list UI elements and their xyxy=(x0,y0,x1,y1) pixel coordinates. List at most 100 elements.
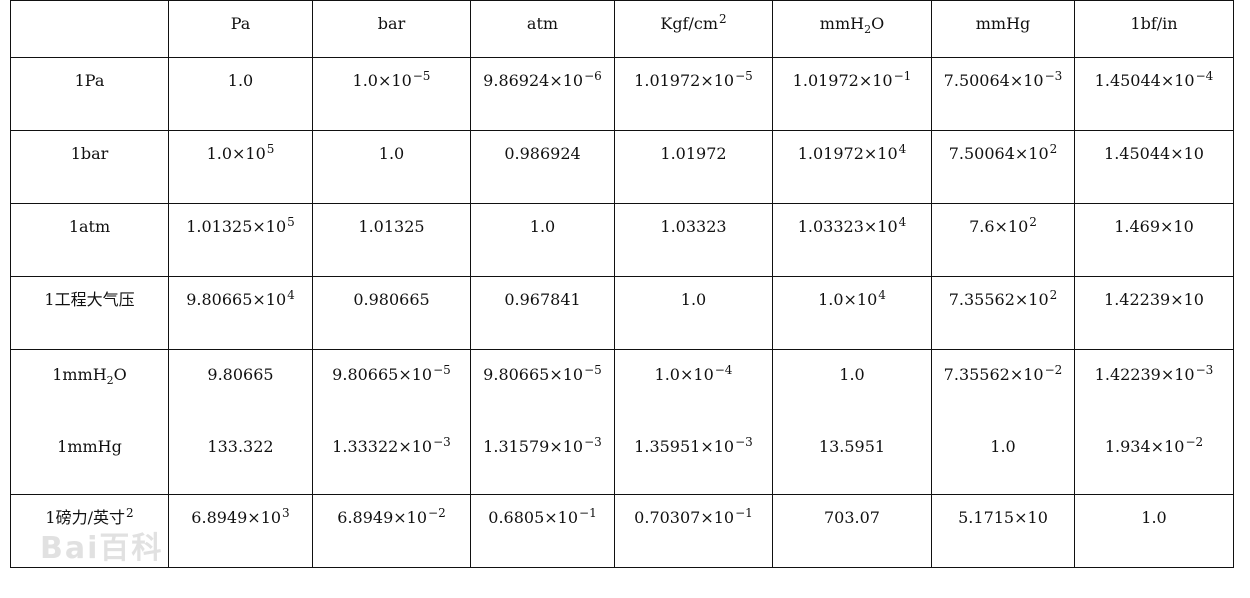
cell-text: 9.80665 xyxy=(169,363,312,387)
text: 9.86924×10 xyxy=(483,71,584,90)
text: 1atm xyxy=(68,217,111,236)
text: O xyxy=(113,365,127,384)
superscript: 4 xyxy=(287,288,295,302)
cell-text: 1.45044×10 xyxy=(1075,142,1233,166)
superscript: 2 xyxy=(719,12,727,26)
table-cell: 1.45044×10 xyxy=(1074,130,1234,204)
column-header: bar xyxy=(312,0,471,58)
superscript: 4 xyxy=(878,288,886,302)
text: 9.80665×10 xyxy=(483,365,584,384)
text: 0.986924 xyxy=(504,144,581,163)
cell-text: 1bar xyxy=(11,142,168,166)
superscript: −2 xyxy=(1044,363,1063,377)
text: 1.0 xyxy=(680,290,707,309)
superscript: −1 xyxy=(893,69,912,83)
text: 1.0 xyxy=(529,217,556,236)
text: 1mmH xyxy=(52,365,107,384)
cell-text: 1.0 xyxy=(313,142,470,166)
text: 1.0 xyxy=(839,365,865,384)
superscript: 2 xyxy=(125,506,134,520)
cell-text xyxy=(11,12,168,36)
table-cell: 0.70307×10−1 xyxy=(614,494,773,568)
superscript: −3 xyxy=(1195,363,1214,377)
cell-text: 1.01972 xyxy=(615,142,772,166)
text: 1.01972×10 xyxy=(792,71,893,90)
cell-text: 1.45044×10−4 xyxy=(1075,69,1233,93)
text: 1磅力/英寸 xyxy=(45,508,125,527)
text: 1.45044×10 xyxy=(1094,71,1195,90)
superscript: −2 xyxy=(1185,435,1204,449)
text: 9.80665 xyxy=(207,365,274,384)
superscript: −6 xyxy=(584,69,602,83)
cell-text: 1.33322×10−3 xyxy=(313,435,470,459)
subscript: 2 xyxy=(864,23,872,37)
table-cell: 0.6805×10−1 xyxy=(470,494,615,568)
column-header: atm xyxy=(470,0,615,58)
text: 703.07 xyxy=(824,508,880,527)
cell-text: 1.01325×105 xyxy=(169,215,312,239)
text: 1.01972×10 xyxy=(797,144,898,163)
cell-text: 1工程大气压 xyxy=(11,288,168,312)
text: 1.0 xyxy=(227,71,254,90)
cell-text: 1mmH2O xyxy=(11,363,168,387)
table-cell: 1.0×10−5 xyxy=(312,57,471,131)
table-cell: 1.0×104 xyxy=(772,276,932,350)
cell-text: 1mmHg xyxy=(11,435,168,459)
text: 13.5951 xyxy=(818,437,886,456)
cell-text: 1.01972×10−1 xyxy=(773,69,931,93)
cell-text: 13.5951 xyxy=(773,435,931,459)
cell-text: 9.86924×10−6 xyxy=(471,69,614,93)
text: 6.8949×10 xyxy=(191,508,282,527)
cell-text: 1.0×10−4 xyxy=(615,363,772,387)
text: 7.6×10 xyxy=(969,217,1029,236)
cell-text: 1.35951×10−3 xyxy=(615,435,772,459)
table-row: 1atm 1.01325×105 1.01325 1.0 1.03323 1.03323×… xyxy=(10,203,1234,277)
row-header: 1Pa xyxy=(10,57,169,131)
row-header: 1atm xyxy=(10,203,169,277)
cell-text: 1.0 xyxy=(1075,506,1233,530)
superscript: 3 xyxy=(282,506,290,520)
row-header: 1mmH2O 1mmHg xyxy=(10,349,169,495)
table-cell: 1.01972×10−1 xyxy=(772,57,932,131)
text: O xyxy=(871,14,885,33)
table-cell: 0.980665 xyxy=(312,276,471,350)
text: 1.33322×10 xyxy=(332,437,433,456)
text: 1.934×10 xyxy=(1104,437,1185,456)
text: 1.42239×10 xyxy=(1094,365,1195,384)
column-header: mmH2O xyxy=(772,0,932,58)
table-cell: 1.0 xyxy=(470,203,615,277)
table-cell: 6.8949×10−2 xyxy=(312,494,471,568)
superscript: −1 xyxy=(735,506,753,520)
superscript: −3 xyxy=(433,435,451,449)
table-cell: 5.1715×10 xyxy=(931,494,1075,568)
superscript: −5 xyxy=(412,69,431,83)
text: 7.50064×10 xyxy=(943,71,1044,90)
cell-text: 1.01325 xyxy=(313,215,470,239)
superscript: 4 xyxy=(898,142,907,156)
text: 1.01325×10 xyxy=(186,217,287,236)
table-cell: 1.01972×10−5 xyxy=(614,57,773,131)
text: 1.0×10 xyxy=(352,71,412,90)
superscript: −5 xyxy=(433,363,451,377)
cell-text: 1bf/in xyxy=(1075,12,1233,36)
table-cell: 9.80665×10−5 1.33322×10−3 xyxy=(312,349,471,495)
table-cell: 9.80665×104 xyxy=(168,276,313,350)
text: 1.42239×10 xyxy=(1104,290,1204,309)
column-header: Kgf/cm2 xyxy=(614,0,773,58)
table-cell: 6.8949×103 xyxy=(168,494,313,568)
cell-text: 1.0×105 xyxy=(169,142,312,166)
table-cell: 1.42239×10 xyxy=(1074,276,1234,350)
table-cell: 9.80665×10−5 1.31579×10−3 xyxy=(470,349,615,495)
subscript: 2 xyxy=(106,374,114,388)
cell-text: 7.35562×10−2 xyxy=(932,363,1074,387)
text: 7.35562×10 xyxy=(943,365,1044,384)
table-row: 1工程大气压 9.80665×104 0.980665 0.967841 1.0 1.0×… xyxy=(10,276,1234,350)
cell-text: 6.8949×103 xyxy=(169,506,312,530)
column-header xyxy=(10,0,169,58)
table-cell: 9.86924×10−6 xyxy=(470,57,615,131)
table-cell: 1.01972×104 xyxy=(772,130,932,204)
cell-text: 1.01972×10−5 xyxy=(615,69,772,93)
text: 0.980665 xyxy=(353,290,430,309)
cell-text: 1.0×10−5 xyxy=(313,69,470,93)
table-cell: 1.0 13.5951 xyxy=(772,349,932,495)
